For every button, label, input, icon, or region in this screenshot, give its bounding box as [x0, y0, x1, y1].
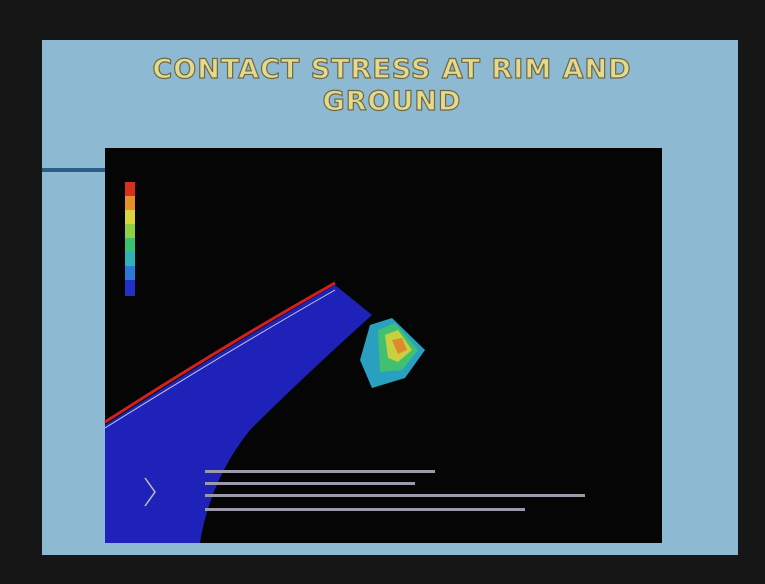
- accent-line: [42, 168, 106, 172]
- slide-picture: CONTACT STRESS AT RIM AND GROUND: [0, 0, 765, 584]
- slide-title-line: CONTACT STRESS AT RIM AND: [152, 54, 631, 85]
- slide-title-line: GROUND: [323, 86, 462, 117]
- legend-color-bar: [125, 182, 135, 296]
- page: CONTACT STRESS AT RIM AND GROUND: [0, 0, 765, 584]
